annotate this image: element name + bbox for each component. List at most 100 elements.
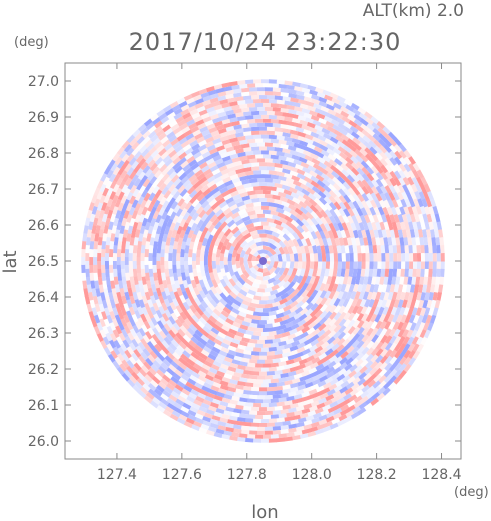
radar-bin: [230, 375, 240, 382]
radar-bin: [416, 252, 422, 262]
radar-bin: [268, 79, 278, 84]
radar-bin: [209, 97, 219, 104]
radar-bin: [109, 272, 115, 281]
radar-bin: [333, 189, 343, 198]
radar-bin: [295, 90, 305, 97]
radar-bin: [176, 298, 184, 308]
radar-bin: [416, 343, 424, 353]
radar-bin: [178, 391, 189, 400]
radar-bin: [263, 253, 268, 258]
radar-bin: [407, 343, 416, 353]
radar-bin: [417, 284, 424, 294]
radar-bin: [153, 372, 163, 381]
radar-bin: [393, 356, 402, 366]
radar-bin: [408, 314, 416, 324]
radar-bin: [376, 299, 384, 309]
radar-bin: [304, 133, 314, 141]
radar-bin: [324, 245, 330, 254]
radar-bin: [256, 375, 266, 380]
radar-bin: [158, 283, 165, 293]
radar-bin: [179, 229, 186, 239]
radar-bin: [335, 344, 345, 353]
radar-bin: [352, 180, 361, 190]
radar-bin: [298, 200, 308, 209]
radar-bin: [356, 130, 366, 139]
radar-bin: [169, 375, 179, 384]
radar-bin: [219, 131, 230, 138]
radar-bin: [316, 91, 326, 99]
radar-bin: [220, 267, 227, 277]
radar-bin: [190, 336, 199, 345]
radar-bin: [249, 106, 258, 112]
radar-bin: [352, 371, 362, 380]
radar-bin: [167, 363, 177, 373]
radar-bin: [270, 174, 280, 180]
radar-bin: [395, 276, 401, 286]
radar-bin: [160, 240, 167, 250]
radar-bin: [153, 343, 163, 353]
radar-bin: [281, 200, 291, 208]
radar-bin: [284, 136, 294, 143]
radar-bin: [301, 428, 311, 435]
radar-bin: [234, 388, 244, 394]
radar-bin: [266, 233, 275, 240]
radar-bin: [225, 369, 235, 376]
radar-bin: [402, 336, 410, 346]
radar-bin: [256, 395, 265, 400]
radar-bin: [151, 165, 161, 175]
radar-bin: [161, 167, 170, 176]
radar-bin: [226, 402, 236, 409]
radar-bin: [122, 313, 130, 324]
radar-bin: [101, 272, 107, 281]
radar-bin: [129, 295, 136, 305]
chart-title: 2017/10/24 23:22:30: [129, 28, 402, 56]
radar-bin: [300, 275, 308, 285]
radar-bin: [324, 394, 335, 402]
radar-bin: [182, 370, 192, 379]
radar-bin: [320, 268, 326, 278]
radar-bin: [126, 232, 132, 242]
radar-bin: [221, 138, 231, 146]
radar-bin: [187, 100, 198, 108]
radar-bin: [295, 324, 305, 333]
radar-bin: [318, 190, 327, 200]
radar-bin: [388, 328, 397, 338]
radar-bin: [119, 287, 126, 297]
radar-bin: [164, 308, 172, 319]
radar-bin: [248, 358, 258, 364]
radar-bin: [263, 209, 272, 215]
radar-bin: [195, 205, 205, 215]
radar-bin: [108, 256, 113, 266]
radar-bin: [426, 322, 434, 332]
radar-bin: [136, 141, 146, 151]
radar-bin: [240, 228, 250, 237]
radar-bin: [321, 335, 331, 344]
radar-bin: [196, 409, 206, 417]
radar-bin: [322, 178, 331, 187]
radar-bin: [246, 275, 256, 283]
radar-bin: [242, 389, 252, 395]
radar-bin: [125, 202, 133, 212]
radar-bin: [223, 356, 233, 363]
radar-bin: [287, 245, 294, 255]
radar-bin: [236, 436, 246, 442]
radar-bin: [203, 360, 213, 368]
radar-bin: [289, 149, 299, 156]
radar-bin: [91, 306, 98, 316]
y-tick-label: 27.0: [28, 74, 59, 90]
radar-bin: [209, 418, 219, 425]
radar-bin: [372, 127, 382, 137]
radar-bin: [198, 109, 208, 116]
radar-bin: [277, 212, 287, 219]
radar-bin: [206, 179, 216, 188]
radar-bin: [247, 260, 253, 269]
radar-bin: [252, 438, 262, 443]
radar-bin: [180, 388, 191, 396]
radar-bin: [398, 143, 408, 153]
radar-bin: [331, 141, 341, 150]
radar-bin: [428, 307, 435, 317]
radar-bin: [282, 132, 292, 138]
radar-bin: [236, 344, 246, 351]
radar-bin: [366, 122, 376, 132]
radar-bin: [330, 164, 340, 174]
